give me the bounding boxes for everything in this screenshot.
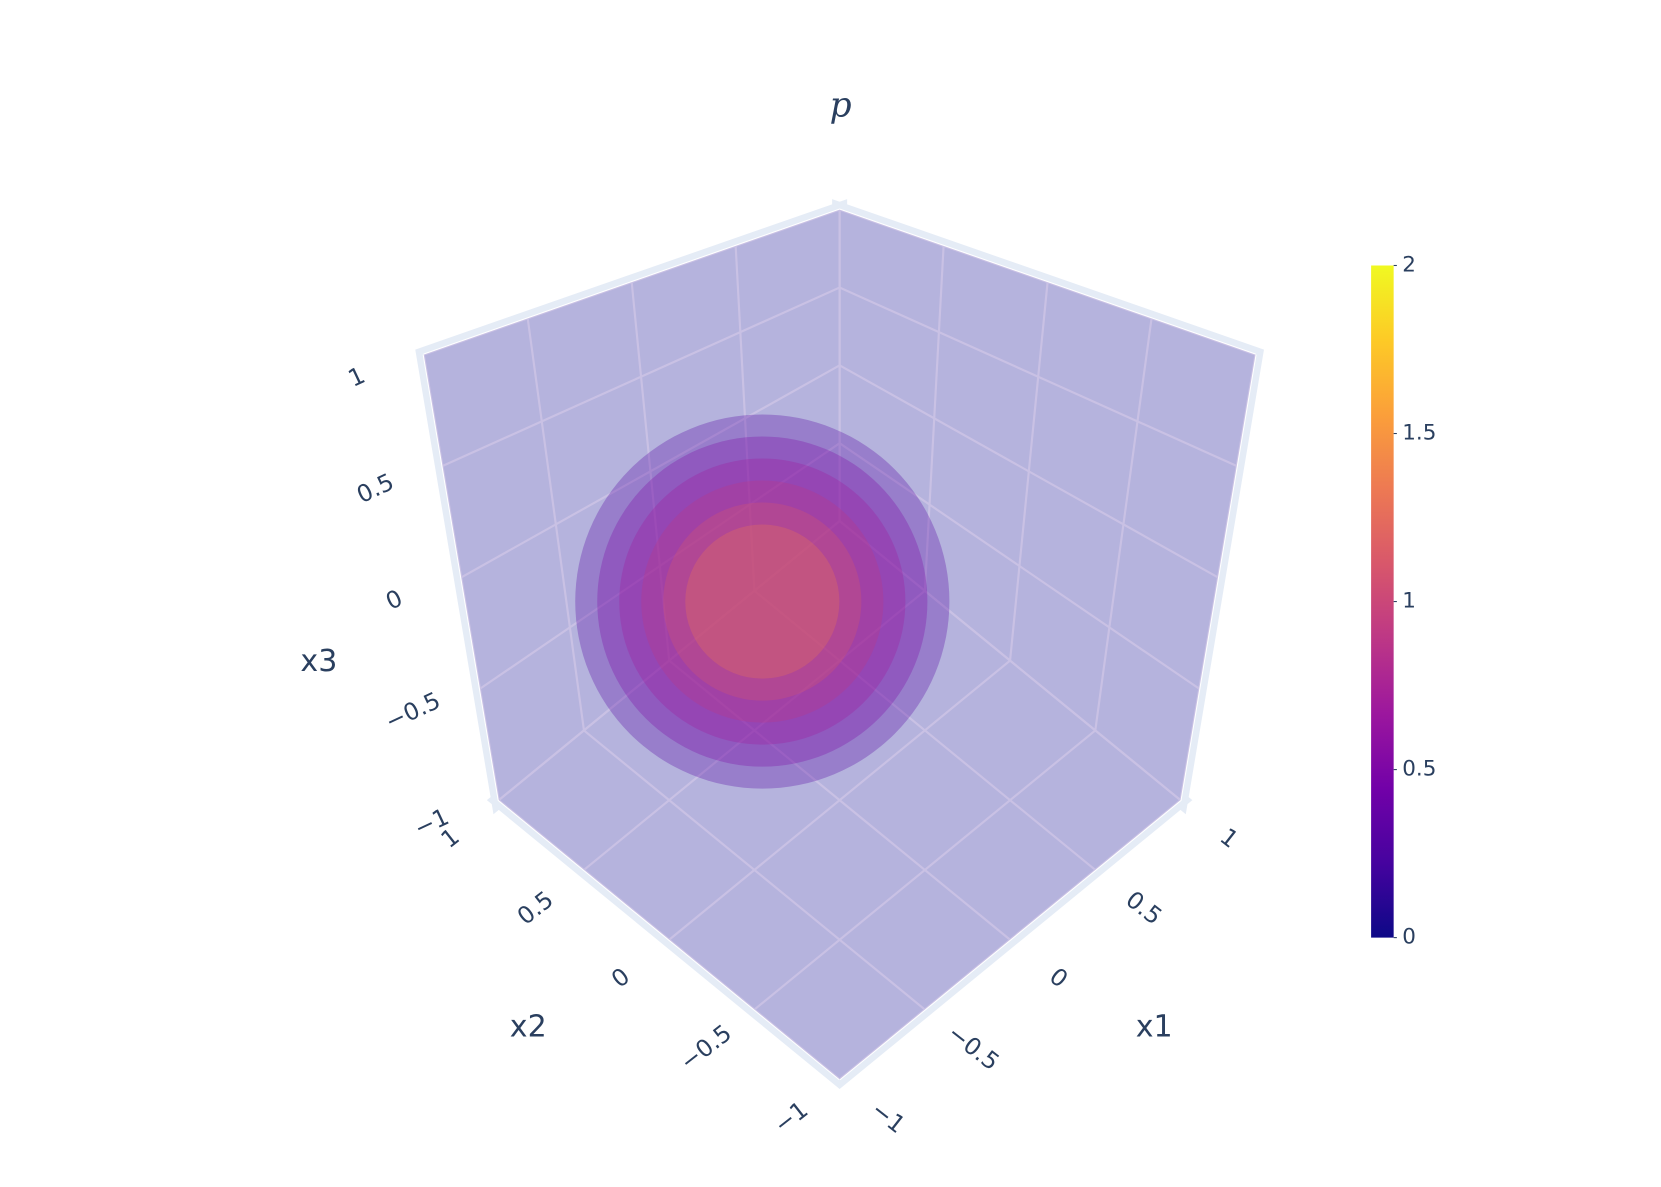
x3-tick-label: 1: [344, 361, 369, 393]
isosurface: [641, 480, 884, 723]
grid-line: [498, 519, 1182, 802]
x3-axis-title: x3: [300, 644, 337, 679]
grid-line: [460, 364, 1219, 579]
x2-tick-label: −1: [769, 1095, 814, 1138]
x2-tick-label: 0.5: [512, 885, 559, 930]
isosurface: [619, 458, 906, 745]
grid-line: [423, 208, 1256, 356]
x2-tick-label: −0.5: [675, 1019, 737, 1076]
grid-line: [479, 441, 1200, 690]
colorbar-tick-label: 0: [1402, 925, 1416, 950]
isosurface: [685, 524, 840, 679]
isosurface: [663, 502, 862, 701]
x1-tick-label: −0.5: [942, 1019, 1004, 1076]
isosurface: [575, 414, 950, 789]
x1-tick-label: 0.5: [1121, 885, 1168, 930]
x1-tick-label: 1: [1215, 822, 1244, 853]
x2-axis-title: x2: [510, 1009, 547, 1044]
x3-tick-label: 0: [381, 584, 406, 616]
colorbar-tick-label: 2: [1402, 252, 1416, 277]
x3-tick-label: −0.5: [381, 686, 445, 736]
volume-shell: [423, 209, 1256, 1080]
colorbar-tick-label: 1.5: [1402, 421, 1436, 446]
x1-tick-label: −1: [866, 1095, 911, 1138]
colorbar-tick-label: 1: [1402, 589, 1416, 614]
x1-axis-title: x1: [1136, 1009, 1173, 1044]
colorbar: [1371, 265, 1394, 938]
isosurface: [597, 436, 928, 767]
grid-line: [442, 286, 1238, 467]
x2-tick-label: 0: [606, 962, 635, 993]
x3-tick-label: 0.5: [352, 468, 398, 509]
chart-title: p: [830, 86, 852, 126]
x1-tick-label: 0: [1044, 962, 1073, 993]
colorbar-tick-label: 0.5: [1402, 757, 1436, 782]
